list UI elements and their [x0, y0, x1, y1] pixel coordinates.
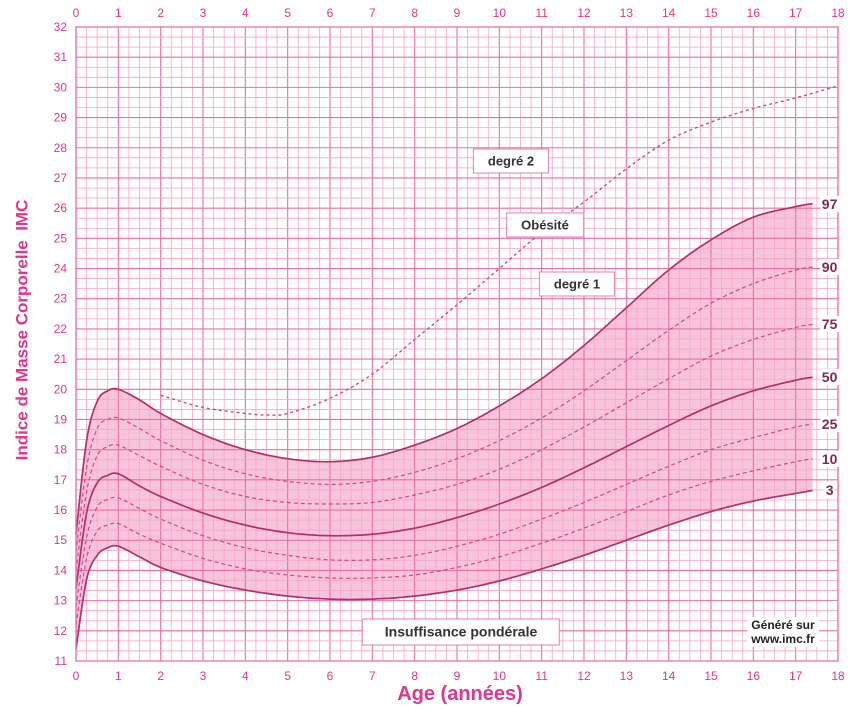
- curve-percentile-10: [75, 458, 813, 625]
- x-tick-label-bottom: 14: [662, 669, 676, 683]
- percentile-label-75: 75: [819, 316, 840, 333]
- x-tick-label-top: 6: [327, 6, 334, 20]
- x-tick-label-bottom: 0: [73, 669, 80, 683]
- y-tick-label: 15: [54, 533, 68, 547]
- y-tick-label: 13: [54, 594, 68, 608]
- x-tick-label-bottom: 4: [242, 669, 249, 683]
- x-tick-label-bottom: 9: [454, 669, 461, 683]
- y-tick-label: 16: [54, 503, 68, 517]
- y-tick-label: 32: [54, 20, 68, 34]
- x-tick-label-bottom: 3: [200, 669, 207, 683]
- x-tick-label-bottom: 8: [411, 669, 418, 683]
- percentile-label-90: 90: [819, 259, 840, 275]
- curve-percentile-97: [75, 202, 813, 535]
- x-tick-label-bottom: 15: [704, 669, 718, 683]
- x-tick-label-top: 13: [620, 6, 634, 20]
- x-tick-label-top: 10: [493, 6, 507, 20]
- credit-line-2: www.imc.fr: [751, 632, 815, 646]
- x-tick-label-bottom: 12: [577, 669, 591, 683]
- y-tick-label: 28: [54, 141, 68, 155]
- percentile-label-10: 10: [819, 450, 840, 467]
- credit-note: Généré sur www.imc.fr: [747, 617, 819, 647]
- x-tick-label-top: 0: [73, 6, 80, 20]
- y-tick-label: 29: [54, 111, 68, 125]
- x-tick-label-top: 9: [454, 6, 461, 20]
- curve-percentile-90: [75, 266, 813, 553]
- x-axis-title: Age (années): [397, 683, 523, 705]
- x-tick-label-top: 15: [704, 6, 718, 20]
- credit-line-1: Généré sur: [751, 618, 815, 632]
- x-tick-label-bottom: 18: [831, 669, 845, 683]
- x-tick-label-bottom: 7: [369, 669, 376, 683]
- y-tick-label: 20: [54, 382, 68, 396]
- y-tick-label: 17: [54, 473, 68, 487]
- y-tick-label: 31: [54, 50, 68, 64]
- x-tick-label-top: 14: [662, 6, 676, 20]
- x-tick-label-top: 11: [535, 6, 548, 20]
- annotation-degre-1: degré 1: [538, 271, 616, 297]
- x-tick-label-bottom: 1: [115, 669, 122, 683]
- x-tick-label-bottom: 10: [493, 669, 507, 683]
- x-tick-label-bottom: 17: [789, 669, 803, 683]
- curves: [75, 85, 839, 650]
- y-tick-label: 27: [54, 171, 68, 185]
- x-tick-label-top: 12: [577, 6, 591, 20]
- annotation-insuffisance-ponderale: Insuffisance pondérale: [361, 618, 561, 646]
- y-tick-label: 12: [54, 624, 68, 638]
- y-tick-label: 25: [54, 231, 68, 245]
- x-tick-label-bottom: 16: [747, 669, 761, 683]
- x-tick-label-top: 2: [157, 6, 164, 20]
- curve-percentile-75: [75, 323, 813, 571]
- y-tick-label: 14: [54, 563, 68, 577]
- y-tick-label: 18: [54, 443, 68, 457]
- percentile-label-50: 50: [819, 369, 840, 386]
- y-tick-label: 22: [54, 322, 68, 336]
- x-tick-label-top: 4: [242, 6, 249, 20]
- percentile-label-25: 25: [819, 416, 840, 432]
- x-tick-label-top: 7: [369, 6, 376, 20]
- x-tick-label-top: 18: [831, 6, 845, 20]
- curve-percentile-25: [75, 423, 813, 607]
- x-tick-label-bottom: 11: [535, 669, 548, 683]
- y-axis-title: Indice de Masse Corporelle IMC: [13, 200, 32, 461]
- annotation-obesite: Obésité: [506, 212, 584, 238]
- y-tick-label: 30: [54, 80, 68, 94]
- x-tick-label-bottom: 5: [284, 669, 291, 683]
- x-tick-label-top: 5: [284, 6, 291, 20]
- curve-percentile-3: [75, 489, 813, 650]
- y-tick-label: 24: [54, 262, 68, 276]
- x-tick-label-top: 1: [115, 6, 122, 20]
- y-tick-label: 21: [54, 352, 68, 366]
- y-tick-label: 23: [54, 292, 68, 306]
- x-tick-label-bottom: 2: [157, 669, 164, 683]
- curve-percentile-50: [75, 376, 813, 589]
- x-tick-label-bottom: 6: [327, 669, 334, 683]
- x-tick-label-top: 17: [789, 6, 803, 20]
- x-tick-label-top: 3: [200, 6, 207, 20]
- percentile-label-3: 3: [823, 482, 836, 499]
- x-tick-label-top: 16: [747, 6, 761, 20]
- percentile-band-3-97: [76, 203, 813, 649]
- tick-labels: 0011223344556677889910101111121213131414…: [54, 6, 845, 683]
- x-tick-label-bottom: 13: [620, 669, 634, 683]
- x-tick-label-top: 8: [411, 6, 418, 20]
- y-tick-label: 19: [54, 412, 68, 426]
- y-tick-label: 11: [55, 654, 68, 668]
- percentile-label-97: 97: [819, 195, 840, 212]
- plot-frame: [75, 26, 839, 662]
- annotation-degre-2: degré 2: [472, 148, 550, 174]
- curve-extra-0: [160, 85, 839, 416]
- y-tick-label: 26: [54, 201, 68, 215]
